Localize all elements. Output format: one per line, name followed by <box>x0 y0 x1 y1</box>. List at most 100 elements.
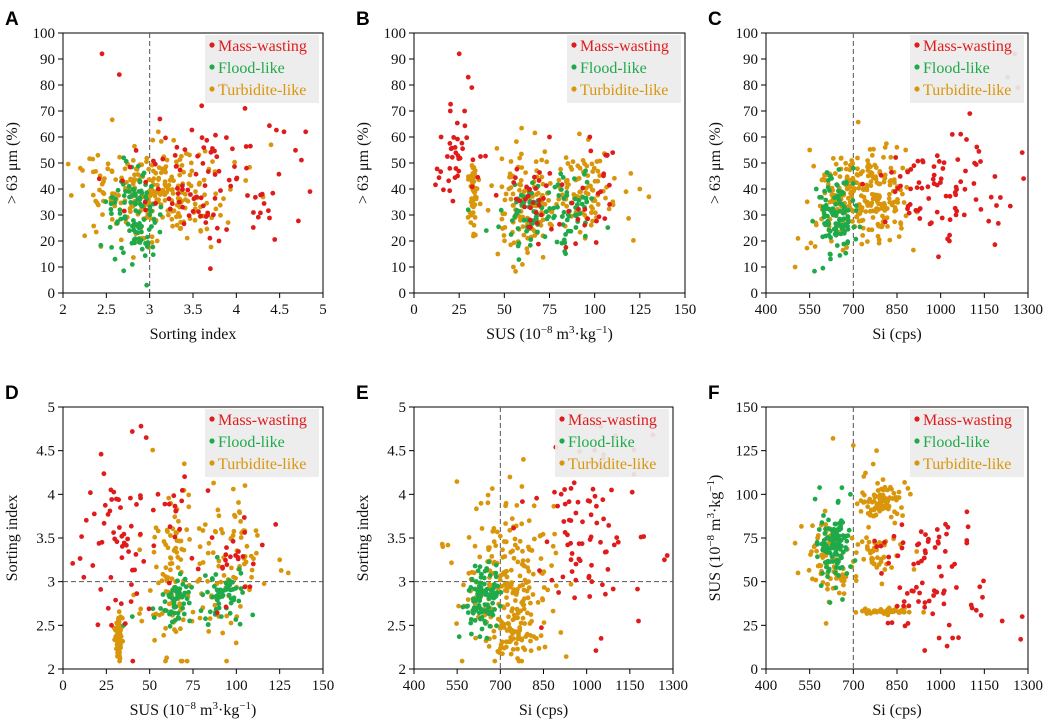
legend-label-turbidite: Turbidite-like <box>568 456 656 473</box>
point-mass <box>568 486 574 491</box>
point-mass <box>892 189 898 195</box>
point-turbidite <box>544 159 550 165</box>
point-mass <box>587 594 593 599</box>
point-mass <box>514 166 520 172</box>
point-turbidite <box>164 183 170 189</box>
point-turbidite <box>167 601 172 607</box>
point-turbidite <box>520 602 526 608</box>
point-mass <box>566 499 572 505</box>
x-tick-label: 150 <box>674 302 697 318</box>
point-turbidite <box>564 203 570 209</box>
y-tick-label: 2 <box>48 662 56 678</box>
point-mass <box>566 517 572 523</box>
legend-marker-mass <box>914 416 920 422</box>
point-mass <box>936 254 941 260</box>
point-turbidite <box>838 155 844 161</box>
point-mass <box>944 531 949 537</box>
point-mass <box>146 606 152 612</box>
point-turbidite <box>117 154 122 160</box>
point-mass <box>543 183 549 189</box>
point-turbidite <box>507 527 513 533</box>
x-tick-label: 700 <box>842 302 865 318</box>
x-tick-label: 4.5 <box>270 302 289 318</box>
point-mass <box>573 561 579 567</box>
point-mass <box>919 185 925 191</box>
y-tick-label: 100 <box>736 26 759 42</box>
point-flood <box>833 565 839 570</box>
point-mass <box>555 503 560 509</box>
point-mass <box>188 192 193 197</box>
point-flood <box>176 590 182 596</box>
y-tick-label: 3 <box>399 575 407 591</box>
point-mass <box>143 435 149 440</box>
point-turbidite <box>132 172 137 178</box>
x-tick-label: 400 <box>403 678 426 694</box>
point-flood <box>514 207 520 213</box>
point-turbidite <box>892 219 898 225</box>
point-turbidite <box>850 161 856 166</box>
point-flood <box>479 615 485 620</box>
point-turbidite <box>185 198 191 204</box>
point-turbidite <box>863 209 869 215</box>
point-turbidite <box>551 503 557 509</box>
point-flood <box>483 592 488 597</box>
point-flood <box>584 199 590 205</box>
point-mass <box>936 534 942 540</box>
point-turbidite <box>277 557 283 563</box>
point-flood <box>573 225 579 230</box>
point-mass <box>615 539 621 545</box>
legend-label-mass: Mass-wasting <box>218 38 307 55</box>
y-axis-title: > 63 μm (%) <box>707 122 724 204</box>
point-mass <box>590 486 596 492</box>
point-turbidite <box>886 496 892 501</box>
x-tick-label: 25 <box>99 678 114 694</box>
y-tick-label: 30 <box>40 208 55 224</box>
y-tick-label: 50 <box>391 156 406 172</box>
point-turbidite <box>623 189 629 195</box>
point-turbidite <box>268 142 274 148</box>
point-turbidite <box>202 522 208 527</box>
point-flood <box>812 496 818 502</box>
point-flood <box>833 213 839 218</box>
point-turbidite <box>248 553 254 559</box>
point-mass <box>523 196 528 202</box>
point-turbidite <box>202 192 208 198</box>
point-flood <box>850 165 856 171</box>
point-turbidite <box>100 212 105 218</box>
y-tick-label: 25 <box>743 618 758 634</box>
point-turbidite <box>881 179 887 185</box>
point-turbidite <box>204 200 210 206</box>
point-turbidite <box>871 193 877 199</box>
point-turbidite <box>97 187 102 193</box>
point-turbidite <box>545 587 551 593</box>
point-mass <box>212 196 218 201</box>
point-turbidite <box>118 200 124 206</box>
point-turbidite <box>168 533 173 538</box>
point-flood <box>477 564 483 570</box>
point-flood <box>481 581 487 587</box>
point-flood <box>832 570 838 576</box>
y-axis-title: > 63 μm (%) <box>355 122 372 204</box>
point-mass <box>549 577 555 583</box>
point-turbidite <box>516 633 521 639</box>
point-turbidite <box>541 585 547 590</box>
point-turbidite <box>863 470 868 476</box>
point-flood <box>822 205 827 211</box>
point-turbidite <box>870 208 876 214</box>
point-turbidite <box>445 542 451 548</box>
point-turbidite <box>493 543 499 549</box>
point-turbidite <box>510 191 516 197</box>
point-turbidite <box>115 636 121 642</box>
point-mass <box>127 495 133 501</box>
point-turbidite <box>508 159 514 164</box>
point-turbidite <box>164 157 170 163</box>
point-flood <box>456 634 462 640</box>
point-mass <box>455 136 460 142</box>
point-mass <box>191 196 197 202</box>
point-flood <box>144 244 150 249</box>
point-turbidite <box>169 174 175 180</box>
point-mass <box>179 488 185 493</box>
point-mass <box>83 517 89 523</box>
point-turbidite <box>511 612 517 618</box>
point-mass <box>95 622 101 628</box>
